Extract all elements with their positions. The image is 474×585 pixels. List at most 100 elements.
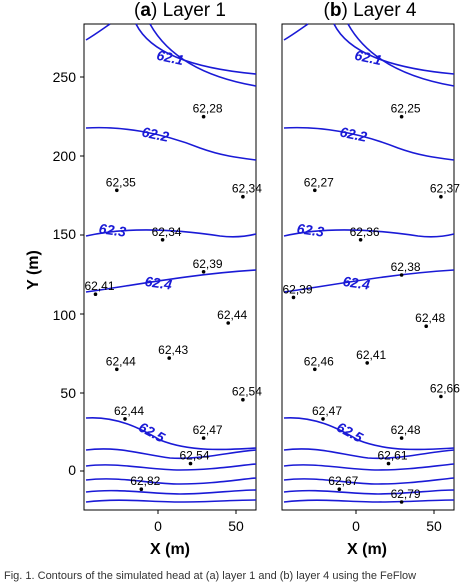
data-point: [399, 500, 404, 504]
data-point-label: 62,39: [282, 282, 312, 296]
panel-b-frame: [281, 23, 455, 511]
panel-a-contours: [85, 23, 257, 503]
data-point: [439, 194, 443, 199]
y-tick-label: 0: [68, 462, 76, 478]
contour-line: [283, 448, 455, 460]
data-point: [201, 436, 206, 440]
data-point-label: 62,34: [152, 225, 182, 239]
data-point-label: 62,82: [130, 474, 160, 488]
y-tick-label: 100: [53, 307, 77, 323]
panel-a-letter: a: [140, 0, 151, 21]
data-point: [291, 295, 296, 300]
panel-b-title: (b) Layer 4: [324, 0, 417, 21]
contour-line: [85, 229, 257, 238]
contour-label: 62.3: [98, 220, 127, 240]
data-point-label: 62,48: [391, 423, 421, 437]
data-point-label: 62,27: [304, 175, 334, 189]
contour-line: [85, 417, 257, 451]
data-point: [188, 461, 193, 466]
data-point: [123, 417, 127, 421]
tick-marks: [80, 76, 435, 514]
data-point-label: 62,47: [193, 423, 223, 437]
panel-a-x-axis-label: X (m): [150, 541, 190, 558]
data-point: [358, 238, 363, 242]
panel-b-x-axis-label: X (m): [347, 541, 387, 558]
contour-line: [85, 477, 257, 485]
data-point: [424, 324, 429, 329]
contour-line: [283, 23, 309, 41]
contour-label: 62.4: [144, 273, 173, 293]
contour-line: [283, 126, 455, 161]
data-point: [313, 367, 317, 372]
data-point-label: 62,79: [391, 487, 421, 501]
data-point-label: 62,66: [430, 382, 460, 396]
contour-line: [85, 463, 257, 471]
y-tick-label: 150: [53, 226, 77, 242]
contour-label: 62.1: [353, 47, 383, 68]
contour-line: [283, 229, 455, 238]
panel-b-name: Layer 4: [353, 0, 417, 21]
data-point-label: 62,44: [114, 404, 144, 418]
data-point: [226, 321, 230, 325]
data-point-label: 62,36: [350, 225, 380, 239]
panel-b-x-tick-label: 0: [352, 518, 360, 534]
data-point: [160, 238, 165, 242]
data-point-label: 62,48: [415, 311, 445, 325]
panel-a-contour-labels: 62.162.262.362.462.5: [98, 47, 186, 446]
data-point: [439, 394, 443, 399]
data-point: [399, 436, 404, 440]
data-point: [365, 361, 370, 365]
contour-line: [283, 463, 455, 471]
contour-line: [85, 23, 111, 41]
data-point: [115, 367, 119, 372]
contour-line: [149, 23, 257, 87]
panel-a-data-points: 62,28 62,35 62,34 62,34 62,39 62,41 62,44 62,44…: [84, 102, 262, 492]
panel-b-letter: b: [330, 0, 342, 21]
contour-line: [283, 477, 455, 485]
panel-a-frame: [83, 23, 257, 511]
data-point: [241, 194, 245, 199]
data-point: [386, 461, 391, 466]
data-point-label: 62,25: [391, 102, 421, 116]
data-point-label: 62,54: [179, 449, 209, 463]
data-point-label: 62,44: [217, 308, 247, 322]
data-point: [115, 188, 119, 193]
panel-b-data-points: 62,25 62,27 62,37 62,36 62,38 62,39 62,48 62,46…: [282, 102, 460, 504]
contour-line: [347, 23, 455, 87]
data-point-label: 62,41: [84, 279, 114, 293]
panel-b-x-tick-label: 50: [426, 518, 442, 534]
data-point-label: 62,46: [304, 354, 334, 368]
data-point-label: 62,41: [356, 348, 386, 362]
panel-b-contour-labels: 62.162.262.362.462.5: [296, 47, 384, 446]
data-point-label: 62,47: [312, 404, 342, 418]
contour-label: 62.1: [155, 47, 185, 68]
data-point-label: 62,54: [232, 385, 262, 399]
contour-label: 62.3: [296, 220, 325, 240]
data-point: [139, 487, 144, 492]
data-point: [241, 397, 245, 402]
data-point-label: 62,37: [430, 182, 460, 196]
data-point-label: 62,38: [391, 260, 421, 274]
y-tick-label: 50: [60, 385, 76, 401]
contour-line: [283, 417, 455, 451]
contour-line: [333, 23, 455, 75]
contour-line: [85, 499, 257, 503]
contour-line: [85, 448, 257, 460]
data-point-label: 62,34: [232, 182, 262, 196]
contour-line: [135, 23, 257, 75]
contour-line: [283, 269, 455, 293]
data-point: [201, 270, 206, 274]
y-tick-labels: 0 50 100 150 200 250: [53, 69, 77, 478]
contour-label: 62.2: [140, 124, 170, 145]
data-point: [167, 356, 171, 360]
data-point-label: 62,35: [106, 175, 136, 189]
data-point: [337, 487, 342, 492]
y-axis-label: Y (m): [25, 250, 42, 290]
data-point: [313, 188, 317, 193]
data-point-label: 62,39: [193, 257, 223, 271]
contour-line: [85, 489, 257, 495]
data-point: [399, 114, 404, 119]
data-point-label: 62,44: [106, 354, 136, 368]
data-point-label: 62,43: [158, 343, 188, 357]
